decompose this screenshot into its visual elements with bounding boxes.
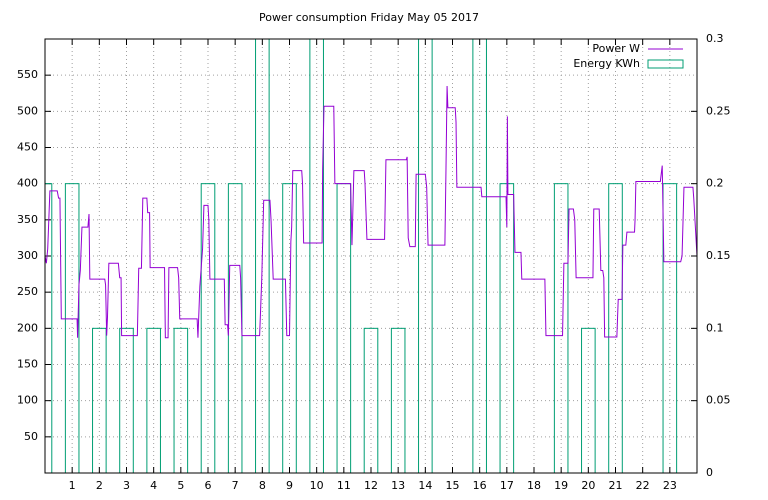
energy-box — [64, 183, 80, 473]
plot-border — [44, 38, 698, 474]
energy-box — [255, 39, 270, 473]
x-tick-label: 18 — [527, 479, 541, 492]
x-tick-label: 20 — [581, 479, 595, 492]
y2-tick-label: 0.05 — [706, 394, 731, 407]
energy-box — [309, 39, 324, 473]
x-tick-label: 12 — [364, 479, 378, 492]
energy-box — [119, 327, 134, 473]
y-tick-label: 400 — [17, 177, 38, 190]
legend-swatch — [647, 59, 684, 69]
y2-tick-label: 0.3 — [706, 32, 724, 45]
x-tick-label: 10 — [310, 479, 324, 492]
x-tick-label: 17 — [500, 479, 514, 492]
x-tick-label: 4 — [150, 479, 157, 492]
y2-tick-label: 0.25 — [706, 104, 731, 117]
x-tick-label: 22 — [636, 479, 650, 492]
power-line — [45, 86, 697, 339]
x-tick-label: 14 — [418, 479, 432, 492]
x-tick-label: 15 — [446, 479, 460, 492]
x-tick-label: 16 — [473, 479, 487, 492]
x-tick-label: 19 — [554, 479, 568, 492]
y-tick-label: 350 — [17, 213, 38, 226]
energy-box — [92, 327, 107, 473]
energy-box — [200, 183, 216, 473]
y-tick-label: 550 — [17, 68, 38, 81]
x-tick-label: 2 — [96, 479, 103, 492]
energy-box — [282, 183, 297, 473]
y-tick-label: 300 — [17, 249, 38, 262]
y-tick-label: 200 — [17, 321, 38, 334]
energy-box — [608, 183, 623, 473]
x-tick-label: 3 — [123, 479, 130, 492]
x-tick-label: 9 — [286, 479, 293, 492]
energy-box — [146, 327, 161, 473]
x-tick-label: 11 — [337, 479, 351, 492]
x-tick-label: 7 — [232, 479, 239, 492]
x-tick-label: 1 — [69, 479, 76, 492]
x-tick-label: 8 — [259, 479, 266, 492]
energy-box — [662, 183, 678, 473]
y2-tick-label: 0.15 — [706, 249, 731, 262]
y-tick-label: 150 — [17, 358, 38, 371]
energy-box — [553, 183, 569, 473]
energy-box — [390, 327, 406, 473]
y2-tick-label: 0.2 — [706, 177, 724, 190]
y-tick-label: 450 — [17, 141, 38, 154]
plot-area — [45, 39, 697, 473]
x-tick-label: 13 — [391, 479, 405, 492]
y-tick-label: 250 — [17, 285, 38, 298]
y2-tick-label: 0.1 — [706, 321, 724, 334]
x-tick-label: 21 — [609, 479, 623, 492]
x-tick-label: 6 — [205, 479, 212, 492]
energy-box — [581, 327, 596, 473]
energy-box — [45, 183, 53, 473]
x-tick-label: 5 — [177, 479, 184, 492]
y-tick-label: 500 — [17, 104, 38, 117]
energy-box — [472, 39, 487, 473]
energy-box — [363, 327, 379, 473]
legend-label: Power W — [592, 42, 640, 55]
y-tick-label: 50 — [24, 430, 38, 443]
chart-title: Power consumption Friday May 05 2017 — [259, 11, 479, 24]
energy-box — [418, 39, 433, 473]
energy-box — [173, 327, 189, 473]
legend-label: Energy KWh — [573, 57, 640, 70]
y-tick-label: 100 — [17, 394, 38, 407]
x-tick-label: 23 — [663, 479, 677, 492]
y2-tick-label: 0 — [706, 466, 713, 479]
